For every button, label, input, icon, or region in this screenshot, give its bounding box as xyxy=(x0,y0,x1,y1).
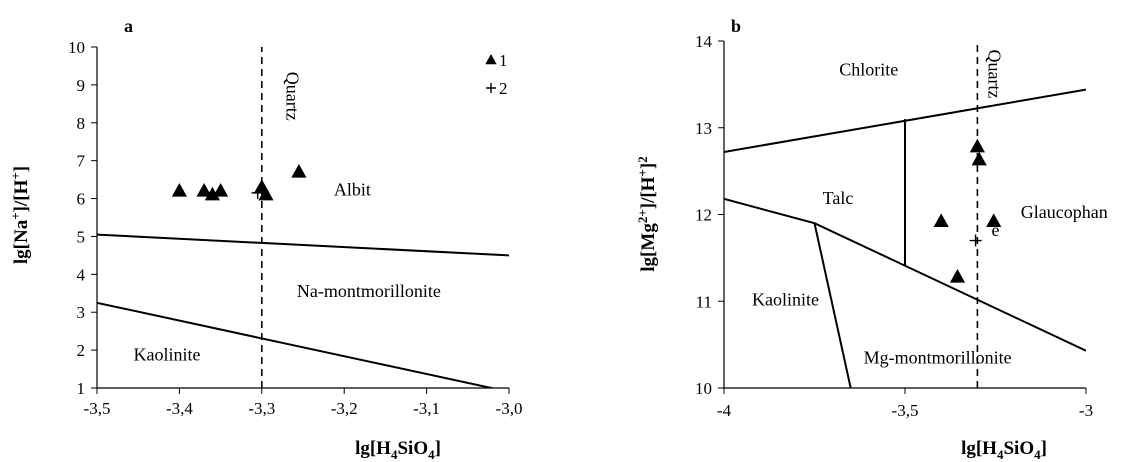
data-point-triangle xyxy=(213,183,229,197)
region-label: Quartz xyxy=(283,72,303,121)
data-point-triangle xyxy=(986,213,1002,227)
region-label: Mg-montmorillonite xyxy=(864,348,1012,368)
data-point-triangle xyxy=(969,138,985,153)
region-label: Chlorite xyxy=(839,60,898,80)
data-point-triangle xyxy=(291,164,307,178)
x-tick-label: -3 xyxy=(1079,401,1093,420)
x-tick-label: -3,0 xyxy=(496,399,523,418)
x-tick-label: -3,3 xyxy=(248,399,275,418)
x-axis-label: lg[H4SiO4] xyxy=(961,438,1047,462)
y-axis-label: lg[Na+]/[H+] xyxy=(8,166,32,264)
region-label: Kaolinite xyxy=(134,344,201,364)
y-tick-label: 11 xyxy=(696,292,712,311)
y-tick-label: 7 xyxy=(77,152,86,171)
x-tick-label: -3,5 xyxy=(892,401,919,420)
y-tick-label: 1 xyxy=(77,379,86,398)
panel-title: b xyxy=(731,16,741,36)
y-tick-label: 10 xyxy=(68,38,85,57)
y-axis-label: lg[Mg2+]/[H+]2 xyxy=(635,156,659,271)
region-label: Glaucophan xyxy=(1021,202,1108,222)
y-tick-label: 13 xyxy=(695,119,712,138)
panel-title: a xyxy=(124,16,133,36)
y-tick-label: 4 xyxy=(77,265,86,284)
y-tick-label: 9 xyxy=(77,76,86,95)
x-tick-label: -3,5 xyxy=(84,399,111,418)
data-point-triangle xyxy=(171,183,187,197)
data-point-plus xyxy=(251,186,264,199)
x-axis-label: lg[H4SiO4] xyxy=(355,438,441,462)
region-label: Na-montmorillonite xyxy=(297,281,441,301)
y-tick-label: 14 xyxy=(695,32,713,51)
legend-marker-plus xyxy=(486,83,496,93)
y-tick-label: 12 xyxy=(695,206,712,225)
panel-b: 10 11 12 13 14 -4 -3,5 -3 b lg[H4SiO4] lg[Mg2+]/[H… xyxy=(635,16,1108,462)
y-tick-label: 8 xyxy=(77,114,86,133)
legend-label: 1 xyxy=(499,51,508,70)
region-label: Kaolinite xyxy=(752,290,819,310)
region-label: e xyxy=(992,220,1000,240)
boundary-lines xyxy=(724,41,1086,388)
legend-marker-triangle xyxy=(485,54,497,65)
y-tick-label: 3 xyxy=(77,303,86,322)
x-tick-label: -4 xyxy=(717,401,732,420)
region-label: Quartz xyxy=(984,49,1004,98)
data-point-triangle xyxy=(933,213,949,227)
field-boundary-line xyxy=(97,301,497,388)
data-point-plus xyxy=(969,234,982,247)
data-point-triangle xyxy=(196,183,212,197)
data-point-triangle xyxy=(971,151,987,166)
x-tick-label: -3,4 xyxy=(166,399,193,418)
y-tick-label: 2 xyxy=(77,341,86,360)
legend-label: 2 xyxy=(499,79,508,98)
data-point-triangle xyxy=(949,269,966,283)
region-label: Talc xyxy=(823,188,854,208)
y-tick-label: 6 xyxy=(77,190,86,209)
legend: 12 xyxy=(485,51,508,98)
x-tick-label: -3,2 xyxy=(331,399,358,418)
data-point-triangle xyxy=(204,186,220,201)
y-tick-label: 5 xyxy=(77,227,86,246)
field-boundary-line xyxy=(97,233,509,257)
x-tick-label: -3,1 xyxy=(413,399,440,418)
boundary-lines xyxy=(97,47,509,388)
y-tick-label: 10 xyxy=(695,379,712,398)
region-label: Albit xyxy=(334,180,371,200)
field-boundary-line xyxy=(813,222,852,388)
data-point-triangle xyxy=(258,186,274,201)
